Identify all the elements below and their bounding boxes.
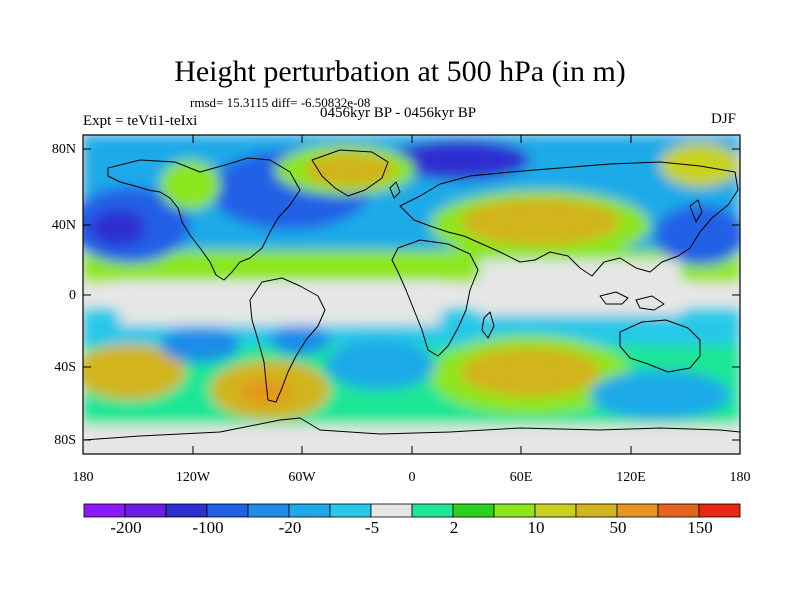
colorbar-label: -20 — [278, 518, 302, 537]
colorbar-swatch — [329, 503, 372, 518]
colorbar-swatch — [698, 503, 741, 518]
tropics-neutral-east — [480, 260, 680, 315]
colorbar-swatch — [616, 503, 659, 518]
stats-line: rmsd= 15.3115 diff= -6.50832e-08 — [190, 95, 371, 110]
alaska-high — [160, 160, 220, 210]
lon-label: 60W — [288, 470, 316, 485]
axis-ticks — [83, 135, 740, 454]
lon-label: 0 — [408, 470, 416, 485]
colorbar-swatch — [575, 503, 618, 518]
colorbar-label: -200 — [110, 518, 142, 537]
colorbar-label: 2 — [449, 518, 459, 537]
plot-title: Height perturbation at 500 hPa (in m) — [174, 55, 626, 88]
lon-label: 60E — [509, 470, 533, 485]
colorbar-label: -5 — [364, 518, 380, 537]
lat-label: 0 — [69, 288, 76, 303]
colorbar-label: 150 — [687, 518, 713, 537]
colorbar-swatch — [124, 503, 167, 518]
lon-label: 120E — [616, 470, 646, 485]
colorbar-swatch — [247, 503, 290, 518]
eurasia-high — [460, 198, 620, 246]
indian-ocean-high — [460, 347, 600, 397]
colorbar-swatch — [493, 503, 536, 518]
southeast-pacific-low — [160, 327, 240, 363]
north-pacific-low-core — [90, 210, 146, 246]
south-atlantic-low — [325, 340, 435, 390]
colorbar-label: -100 — [192, 518, 224, 537]
colorbar-swatch — [657, 503, 700, 518]
colorbar-label: 50 — [609, 518, 627, 537]
lon-label: 120W — [175, 470, 211, 485]
south-pacific-low — [590, 370, 730, 420]
colorbar-label: 10 — [527, 518, 545, 537]
south-pacific-high — [83, 344, 185, 400]
lat-label: 40S — [54, 360, 76, 375]
tropics-neutral-west — [120, 285, 440, 325]
coastlines — [83, 149, 740, 441]
lon-label: 180 — [72, 470, 94, 485]
siberia-high — [660, 143, 740, 187]
colorbar-swatch — [411, 503, 454, 518]
lat-label: 80N — [51, 142, 76, 157]
experiment-label: Expt = teVti1-teIxi — [83, 113, 198, 129]
colorbar — [83, 503, 741, 518]
colorbar-swatch — [165, 503, 208, 518]
greenland-high — [305, 153, 395, 187]
period-label: 0456kyr BP - 0456kyr BP — [320, 105, 477, 121]
lat-label: 40N — [51, 218, 76, 233]
colorbar-swatch — [83, 503, 126, 518]
south-america-high-core — [240, 380, 290, 404]
south-america-low — [270, 325, 330, 355]
arctic-low — [390, 140, 530, 180]
east-pacific-low — [655, 205, 740, 265]
colorbar-swatch — [206, 503, 249, 518]
lat-label: 80S — [54, 433, 76, 448]
colorbar-swatch — [534, 503, 577, 518]
colorbar-swatch — [288, 503, 331, 518]
colorbar-swatch — [452, 503, 495, 518]
colorbar-swatch — [370, 503, 413, 518]
season-label: DJF — [711, 111, 737, 127]
lon-label: 180 — [729, 470, 751, 485]
